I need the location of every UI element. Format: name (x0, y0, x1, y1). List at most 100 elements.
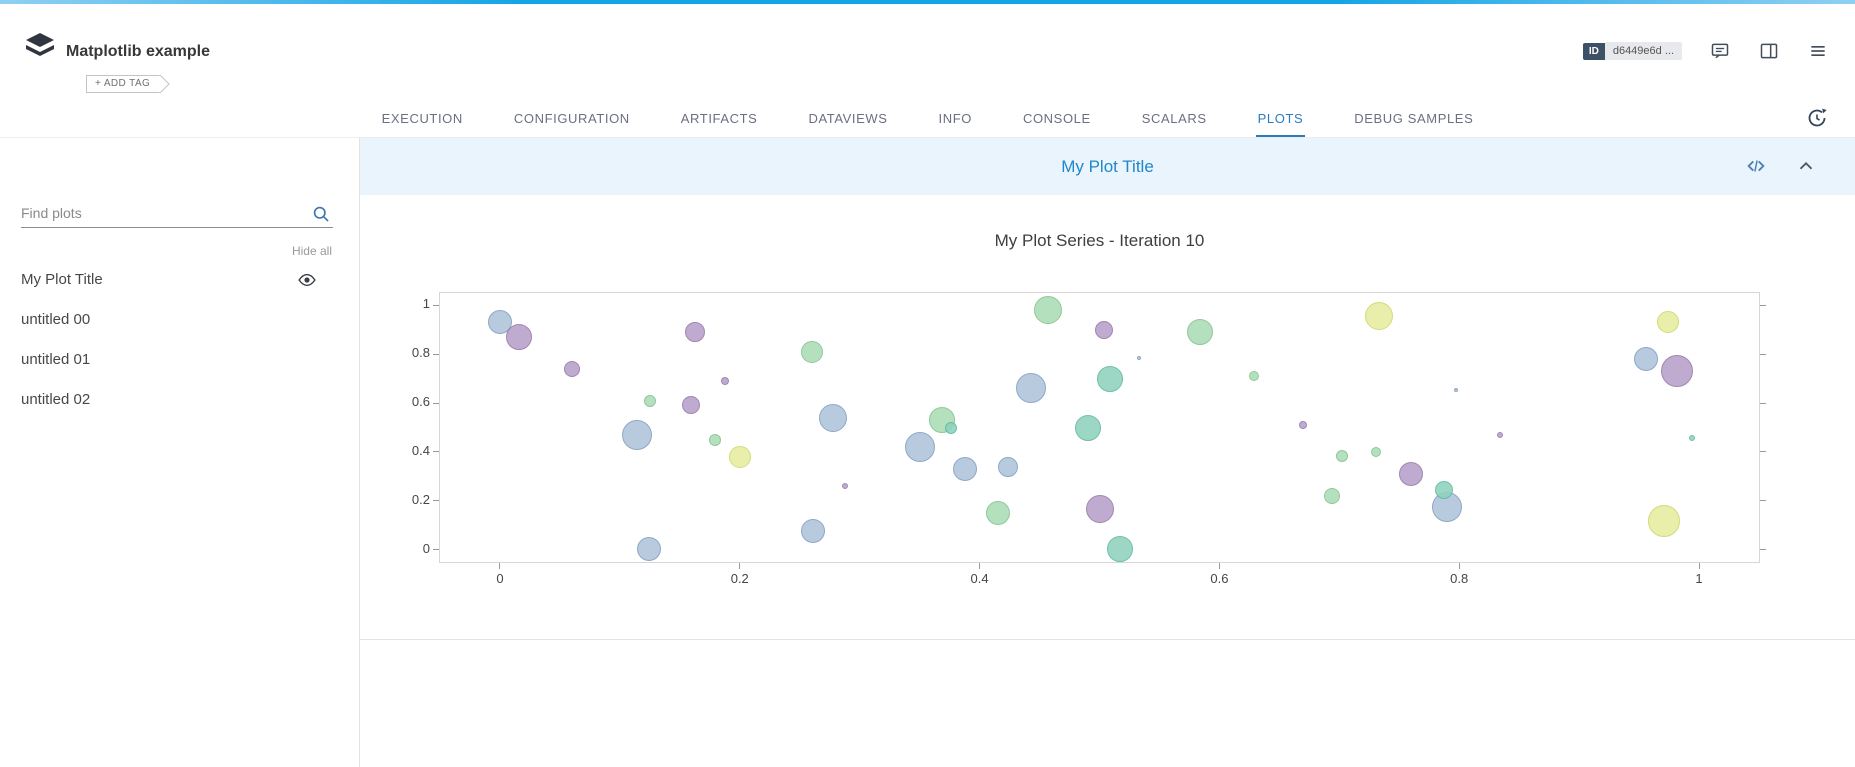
scatter-point (904, 432, 935, 463)
hide-all-link[interactable]: Hide all (291, 244, 332, 258)
scatter-point (721, 377, 730, 386)
y-tick-mark-right (1760, 500, 1766, 502)
plot-list: My Plot Title untitled 00 untitled 01 untit… (0, 260, 359, 420)
x-tick-mark (1698, 563, 1700, 569)
scatter-point (1634, 347, 1659, 372)
tab-configuration[interactable]: CONFIGURATION (513, 111, 630, 126)
tab-debug-samples[interactable]: DEBUG SAMPLES (1354, 111, 1474, 126)
scatter-point (1688, 434, 1695, 441)
scatter-point (1074, 414, 1101, 441)
status-color-strip (0, 0, 1855, 4)
x-tick-label: 0.8 (1450, 571, 1469, 586)
scatter-point (1434, 480, 1453, 499)
plot-list-item-0[interactable]: My Plot Title (0, 260, 359, 300)
y-tick-mark (433, 451, 439, 453)
scatter-point (1364, 302, 1393, 331)
x-tick-mark (739, 563, 741, 569)
tab-plots[interactable]: PLOTS (1255, 100, 1306, 137)
chevron-up-icon (1799, 161, 1813, 170)
experiment-title: Matplotlib example (66, 43, 211, 60)
tab-info[interactable]: INFO (938, 111, 972, 126)
x-tick-label: 1 (1695, 571, 1703, 586)
x-tick-label: 0.2 (730, 571, 749, 586)
scatter-point (681, 396, 700, 415)
x-tick-mark (1458, 563, 1460, 569)
scatter-point (1648, 504, 1681, 537)
y-tick-label: 0.4 (411, 442, 430, 458)
x-tick-label: 0.4 (970, 571, 989, 586)
plot-panel-title: My Plot Title (1061, 157, 1154, 176)
search-input[interactable] (21, 200, 301, 226)
scatter-point (842, 483, 849, 490)
scatter-point (1033, 296, 1062, 325)
plot-search (21, 200, 333, 228)
scatter-point (1249, 371, 1260, 382)
scatter-point (1106, 535, 1133, 562)
plot-panel: My Plot Title My Plot Series - Iteration… (360, 138, 1855, 767)
plot-item-label: untitled 00 (21, 311, 91, 328)
experiment-header: Matplotlib example + ADD TAG ID d6449e6d… (0, 4, 1855, 100)
tab-execution[interactable]: EXECUTION (381, 111, 463, 126)
scatter-point (1016, 373, 1047, 404)
panel-layout-icon (1760, 43, 1778, 59)
plot-list-item-2[interactable]: untitled 01 (0, 340, 359, 380)
plot-axes[interactable]: 0 0.2 0.4 0.6 0.8 1 0 0.2 0.4 0.6 0.8 1 (412, 292, 1766, 586)
tab-artifacts[interactable]: ARTIFACTS (680, 111, 758, 126)
experiment-id-badge[interactable]: ID d6449e6d ... (1582, 42, 1682, 60)
x-tick-mark (499, 563, 501, 569)
y-tick-mark (433, 500, 439, 502)
y-tick-label: 0 (422, 540, 430, 556)
comments-button[interactable] (1709, 40, 1731, 62)
scatter-point (506, 324, 533, 351)
tab-bar: EXECUTION CONFIGURATION ARTIFACTS DATAVIEWS… (0, 100, 1855, 138)
menu-button[interactable] (1807, 40, 1829, 62)
y-tick-mark-right (1760, 353, 1766, 355)
chart-title: My Plot Series - Iteration 10 (994, 231, 1205, 250)
hamburger-menu-icon (1811, 46, 1825, 56)
y-tick-mark-right (1760, 451, 1766, 453)
auto-refresh-button[interactable] (1805, 106, 1829, 130)
x-tick-label: 0 (496, 571, 504, 586)
scatter-point (563, 360, 580, 377)
scatter-point (998, 456, 1019, 477)
scatter-point (643, 394, 656, 407)
scatter-point (1085, 495, 1114, 524)
y-tick-mark-right (1760, 304, 1766, 306)
scatter-point (1335, 450, 1348, 463)
code-icon (1747, 160, 1765, 172)
plot-item-label: untitled 02 (21, 391, 91, 408)
tab-scalars[interactable]: SCALARS (1141, 111, 1207, 126)
y-tick-label: 0.8 (411, 345, 430, 361)
content-area: Hide all My Plot Title untitled 00 untitle… (0, 138, 1855, 767)
y-tick-label: 0.2 (411, 491, 430, 507)
plot-list-item-3[interactable]: untitled 02 (0, 380, 359, 420)
scatter-point (728, 445, 751, 468)
view-source-button[interactable] (1745, 155, 1769, 179)
plot-list-item-1[interactable]: untitled 00 (0, 300, 359, 340)
y-tick-mark-right (1760, 549, 1766, 551)
y-tick-mark (433, 402, 439, 404)
y-tick-label: 0.6 (411, 394, 430, 410)
scatter-point (636, 536, 661, 561)
scatter-point (1187, 319, 1214, 346)
add-tag-button[interactable]: + ADD TAG (86, 75, 161, 93)
details-panel-button[interactable] (1758, 40, 1780, 62)
scatter-point (1137, 355, 1142, 360)
collapse-panel-button[interactable] (1795, 155, 1819, 179)
scatter-point (800, 519, 825, 544)
scatter-point (621, 419, 652, 450)
scatter-point (1453, 388, 1458, 393)
comment-icon (1711, 43, 1729, 59)
visibility-eye-icon[interactable] (297, 270, 317, 290)
app-logo-icon (26, 33, 54, 56)
plot-panel-header: My Plot Title (360, 138, 1855, 195)
scatter-point (1324, 488, 1341, 505)
scatter-point (819, 403, 848, 432)
x-tick-label: 0.6 (1210, 571, 1229, 586)
scatter-point (800, 340, 823, 363)
tab-console[interactable]: CONSOLE (1022, 111, 1091, 126)
y-tick-mark (433, 304, 439, 306)
tab-dataviews[interactable]: DATAVIEWS (808, 111, 888, 126)
plot-card: My Plot Series - Iteration 10 0 0.2 0.4 0.6… (360, 195, 1855, 640)
search-icon[interactable] (311, 204, 331, 224)
